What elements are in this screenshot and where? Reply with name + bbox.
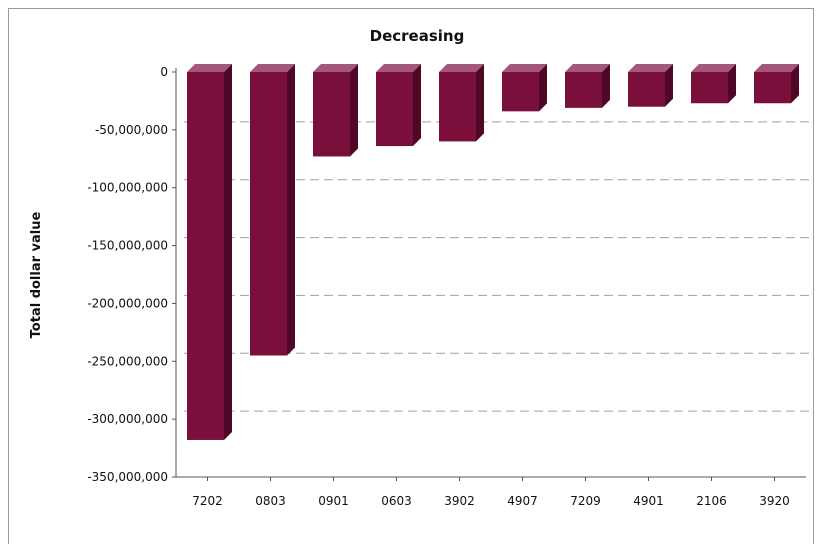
x-tick-label: 4901 xyxy=(633,494,664,508)
bar-top-face xyxy=(565,64,610,72)
bar-side-face xyxy=(539,64,547,112)
bar-front-face xyxy=(250,72,287,356)
bar-front-face xyxy=(691,72,728,104)
bar-top-face xyxy=(691,64,736,72)
bar xyxy=(439,64,484,142)
x-tick-label: 3902 xyxy=(444,494,475,508)
bar xyxy=(313,64,358,157)
y-tick-label: 0 xyxy=(160,65,168,79)
bar xyxy=(376,64,421,147)
bar-top-face xyxy=(754,64,799,72)
bar-front-face xyxy=(565,72,602,108)
y-axis-label: Total dollar value xyxy=(29,211,44,338)
bar xyxy=(502,64,547,112)
bar xyxy=(565,64,610,108)
bar-top-face xyxy=(376,64,421,72)
y-tick-label: -150,000,000 xyxy=(87,239,168,253)
bar-top-face xyxy=(502,64,547,72)
bar-top-face xyxy=(628,64,673,72)
bar xyxy=(691,64,736,104)
x-tick-label: 0603 xyxy=(381,494,412,508)
bar-top-face xyxy=(439,64,484,72)
x-axis-ticks: 7202 0803 0901 0603 3902 4907 7209 4901 2106 3920 xyxy=(192,477,790,508)
bar-front-face xyxy=(502,72,539,112)
bar-side-face xyxy=(728,64,736,104)
x-tick-label: 0803 xyxy=(255,494,286,508)
bar-side-face xyxy=(350,64,358,157)
y-tick-label: -250,000,000 xyxy=(87,354,168,368)
y-tick-label: -200,000,000 xyxy=(87,296,168,310)
bar-front-face xyxy=(439,72,476,142)
bar xyxy=(754,64,799,104)
bar-front-face xyxy=(187,72,224,440)
chart-frame xyxy=(8,8,814,544)
bar-side-face xyxy=(287,64,295,356)
bar-side-face xyxy=(476,64,484,142)
bar-front-face xyxy=(754,72,791,104)
x-tick-label: 7209 xyxy=(570,494,601,508)
bar-front-face xyxy=(376,72,413,147)
bar xyxy=(187,64,232,440)
bar-front-face xyxy=(628,72,665,107)
bar-front-face xyxy=(313,72,350,157)
x-tick-label: 2106 xyxy=(696,494,727,508)
x-tick-label: 3920 xyxy=(759,494,790,508)
bar-side-face xyxy=(665,64,673,107)
bar xyxy=(628,64,673,107)
bar-side-face xyxy=(224,64,232,440)
x-tick-label: 7202 xyxy=(192,494,223,508)
x-tick-label: 4907 xyxy=(507,494,538,508)
chart-title: Decreasing xyxy=(370,27,465,45)
y-axis-ticks: 0 -50,000,000 -100,000,000 -150,000,000 -200… xyxy=(87,65,176,484)
bar-top-face xyxy=(250,64,295,72)
x-tick-label: 0901 xyxy=(318,494,349,508)
y-tick-label: -350,000,000 xyxy=(87,470,168,484)
bar-top-face xyxy=(313,64,358,72)
y-tick-label: -300,000,000 xyxy=(87,412,168,426)
y-tick-label: -50,000,000 xyxy=(95,123,168,137)
bar-side-face xyxy=(413,64,421,147)
bar-side-face xyxy=(791,64,799,104)
bar-top-face xyxy=(187,64,232,72)
bar-side-face xyxy=(602,64,610,108)
bars xyxy=(187,64,799,440)
y-tick-label: -100,000,000 xyxy=(87,181,168,195)
axes xyxy=(175,68,806,478)
bar xyxy=(250,64,295,356)
